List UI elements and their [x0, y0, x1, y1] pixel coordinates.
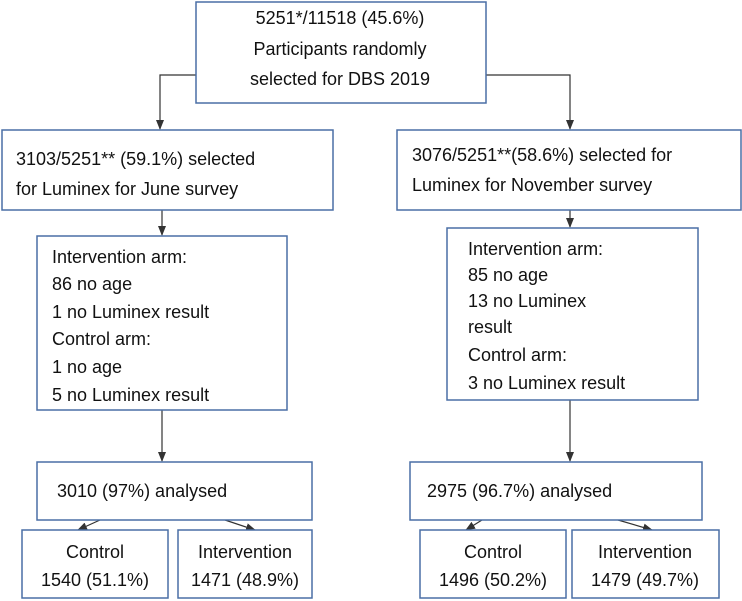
node-text: 3103/5251** (59.1%) selected [16, 149, 255, 169]
node-box [36, 235, 288, 411]
arrow [486, 74, 574, 130]
node-text: 1 no Luminex result [52, 302, 209, 322]
node-text: 3 no Luminex result [468, 373, 625, 393]
arrow [617, 519, 653, 532]
node-text: 1496 (50.2%) [439, 570, 547, 590]
node-box [1, 129, 334, 211]
node-box [36, 461, 313, 521]
node-text: Participants randomly [253, 39, 426, 59]
node-box [396, 129, 742, 211]
arrow [465, 519, 483, 531]
node-text: 86 no age [52, 274, 132, 294]
node-box [409, 461, 703, 521]
node-text: Intervention [598, 542, 692, 562]
node-text: Intervention [198, 542, 292, 562]
node-text: for Luminex for June survey [16, 179, 238, 199]
node-text: 13 no Luminex [468, 291, 586, 311]
node-box [195, 1, 487, 104]
connectors [77, 74, 653, 532]
arrow [77, 519, 101, 531]
node-text: Intervention arm: [52, 247, 187, 267]
node-text: 3076/5251**(58.6%) selected for [412, 145, 672, 165]
node-box [571, 529, 720, 599]
node-box [419, 529, 567, 599]
node-text: 5 no Luminex result [52, 385, 209, 405]
node-text: 3010 (97%) analysed [57, 481, 227, 501]
node-text: 2975 (96.7%) analysed [427, 481, 612, 501]
node-text: Luminex for November survey [412, 175, 652, 195]
arrow [156, 74, 196, 130]
node-text: Control arm: [52, 329, 151, 349]
node-text: Intervention arm: [468, 239, 603, 259]
node-box [21, 529, 169, 599]
node-text: 5251*/11518 (45.6%) [256, 8, 425, 28]
node-text: selected for DBS 2019 [250, 69, 430, 89]
node-text: 85 no age [468, 265, 548, 285]
arrow [224, 519, 256, 531]
node-text: 1471 (48.9%) [191, 570, 299, 590]
node-box [177, 529, 313, 599]
node-text: result [468, 317, 512, 337]
node-box [446, 227, 699, 401]
node-text: Control [464, 542, 522, 562]
node-text: 1 no age [52, 357, 122, 377]
node-text: 1479 (49.7%) [591, 570, 699, 590]
node-text: Control arm: [468, 345, 567, 365]
node-text: 1540 (51.1%) [41, 570, 149, 590]
node-text: Control [66, 542, 124, 562]
